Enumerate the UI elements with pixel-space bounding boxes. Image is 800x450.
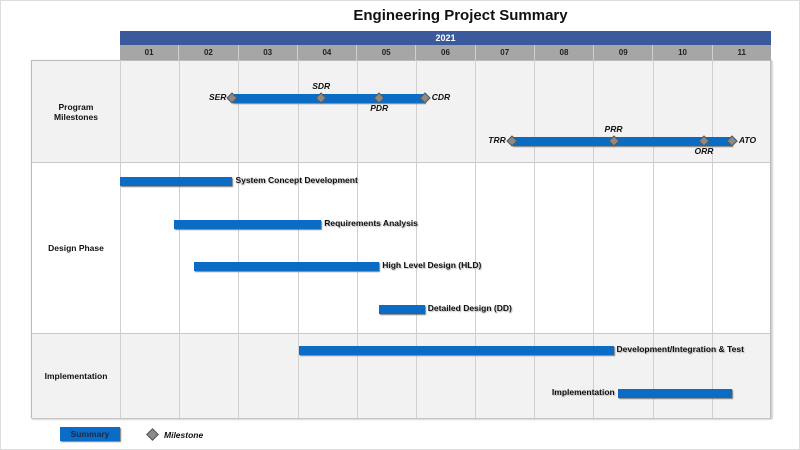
task-bar [299, 345, 614, 355]
year-header: 2021 [120, 31, 771, 45]
month-label: 06 [415, 45, 474, 60]
gridline [475, 60, 477, 418]
gridline [652, 60, 654, 418]
gridline [593, 60, 595, 418]
milestone-label: SER [208, 92, 227, 102]
gridline [534, 60, 536, 418]
task-bar [379, 304, 425, 314]
gridline [711, 60, 713, 418]
month-label: 08 [533, 45, 593, 60]
task-label: System Concept Development [235, 175, 358, 185]
month-label: 09 [593, 45, 652, 60]
legend-milestone: Milestone [164, 430, 204, 440]
month-label: 01 [144, 48, 154, 57]
task-bar [511, 136, 732, 146]
month-label: 02 [178, 45, 237, 60]
task-bar [173, 219, 322, 229]
task-bar [193, 261, 380, 271]
gridline [238, 60, 240, 418]
gridline [770, 60, 772, 418]
milestone-label: PDR [370, 103, 389, 113]
gantt-grid: Program Milestones Design Phase Implementa… [31, 60, 771, 419]
milestone-label: PRR [604, 124, 623, 134]
month-label: 05 [356, 45, 415, 60]
row-label: Design Phase [32, 163, 121, 333]
month-label: 10 [652, 45, 711, 60]
milestone-label: TRR [488, 135, 506, 145]
month-label: 03 [237, 45, 297, 60]
task-label: Detailed Design (DD) [427, 303, 512, 313]
month-label: 07 [474, 45, 534, 60]
gridline [356, 60, 358, 418]
task-label: Implementation [551, 387, 615, 397]
milestone-label: ATO [738, 135, 757, 145]
gridline [297, 60, 299, 418]
legend-summary: Summary [60, 427, 120, 441]
gridline [120, 60, 121, 418]
row-program-milestones: Program Milestones [32, 61, 770, 163]
task-bar [232, 93, 425, 103]
task-label: Development/Integration & Test [616, 344, 744, 354]
month-header: 01 02 03 04 05 06 07 08 09 10 11 [120, 45, 771, 60]
chart-title: Engineering Project Summary [353, 7, 568, 24]
month-label: 04 [296, 45, 356, 60]
task-label: High Level Design (HLD) [382, 260, 482, 270]
task-label: Requirements Analysis [324, 218, 418, 228]
gridline [179, 60, 181, 418]
milestone-label: ORR [694, 146, 714, 156]
gridline [415, 60, 417, 418]
milestone-label: SDR [312, 81, 331, 91]
month-label: 11 [711, 45, 771, 60]
row-label: Program Milestones [32, 61, 121, 162]
task-bar [617, 388, 732, 398]
row-label: Implementation [32, 334, 121, 418]
task-bar [120, 176, 233, 186]
milestone-label: CDR [431, 92, 451, 102]
